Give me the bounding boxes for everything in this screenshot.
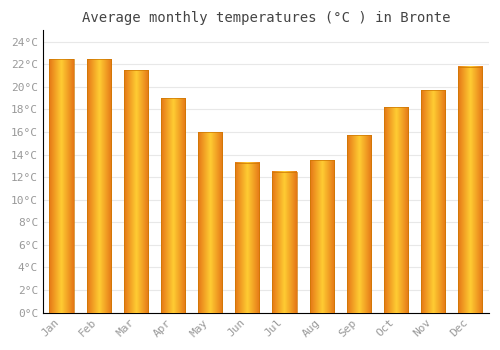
Title: Average monthly temperatures (°C ) in Bronte: Average monthly temperatures (°C ) in Br… [82,11,450,25]
Bar [347,135,371,313]
Bar [50,59,74,313]
Bar [236,162,260,313]
Bar [421,90,445,313]
Bar [86,59,111,313]
Bar [198,132,222,313]
Bar [384,107,408,313]
Bar [161,98,185,313]
Bar [310,160,334,313]
Bar [272,172,296,313]
Bar [458,66,482,313]
Bar [124,70,148,313]
